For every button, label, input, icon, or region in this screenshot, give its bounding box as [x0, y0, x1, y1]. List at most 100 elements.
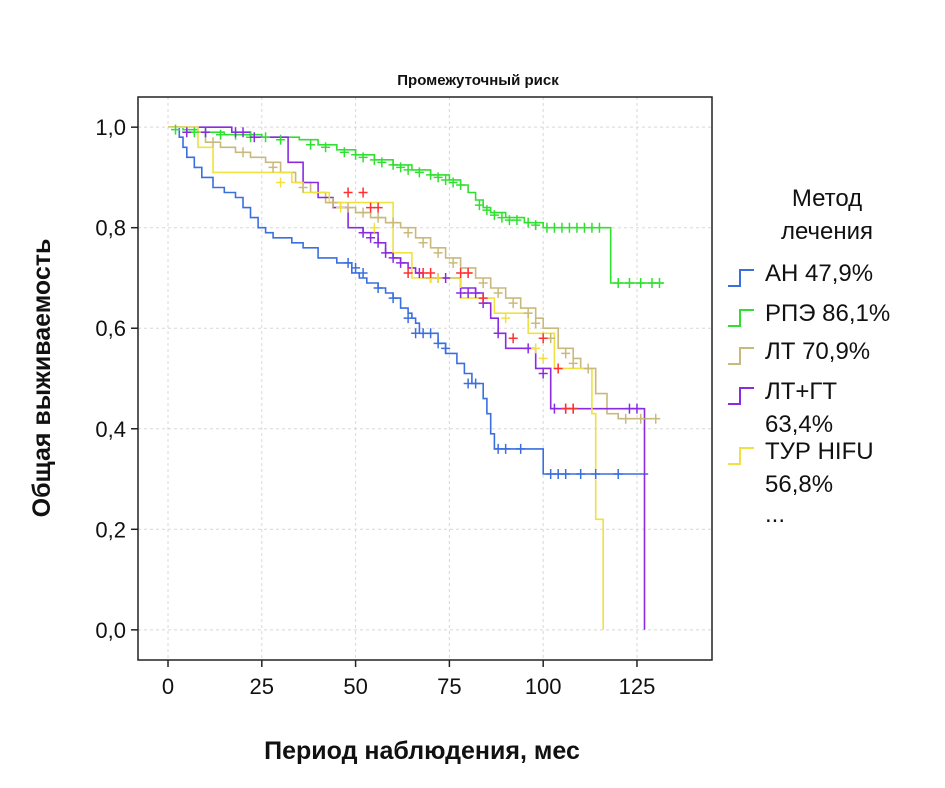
censor-mark [621, 413, 631, 424]
legend-more: ... [765, 501, 785, 528]
censor-mark [501, 313, 511, 324]
censor-mark-highlight [418, 267, 428, 278]
censor-mark-highlight [508, 333, 518, 344]
censor-mark-highlight [538, 333, 548, 344]
censor-mark [171, 124, 181, 135]
censor-mark [414, 167, 424, 178]
censor-mark [388, 159, 398, 170]
censor-mark [531, 318, 541, 329]
censor-mark [493, 328, 503, 339]
censor-mark [549, 403, 559, 414]
series-line [168, 126, 660, 420]
censor-mark-highlight [343, 187, 353, 198]
censor-mark [538, 353, 548, 364]
censor-mark [388, 252, 398, 263]
censor-mark [358, 227, 368, 238]
censor-marks [171, 124, 664, 480]
legend-swatch [728, 347, 754, 365]
censor-mark [373, 237, 383, 248]
y-tick-label: 0,8 [95, 216, 126, 241]
censor-mark [238, 127, 248, 138]
censor-mark [564, 222, 574, 233]
legend-title-line: лечения [781, 218, 873, 245]
censor-mark [482, 205, 492, 216]
censor-mark-highlight [561, 403, 571, 414]
censor-mark [403, 313, 413, 324]
y-tick-label: 1,0 [95, 115, 126, 140]
censor-mark [268, 162, 278, 173]
censor-mark-highlight [426, 267, 436, 278]
censor-mark [433, 338, 443, 349]
censor-mark [583, 363, 593, 374]
censor-mark [542, 222, 552, 233]
censor-mark [249, 132, 259, 143]
censor-mark [456, 288, 466, 299]
legend-label: 56,8% [765, 471, 833, 498]
censor-mark [216, 129, 226, 140]
censor-mark [336, 202, 346, 213]
censor-mark-highlight [358, 187, 368, 198]
censor-mark [441, 174, 451, 185]
censor-mark [632, 403, 642, 414]
legend-label: ЛТ+ГТ [765, 378, 837, 405]
x-tick-label: 125 [619, 674, 656, 699]
legend-label: РПЭ 86,1% [765, 300, 890, 327]
censor-mark [306, 139, 316, 150]
y-axis-label: Общая выживаемость [28, 239, 56, 518]
censor-mark [568, 358, 578, 369]
censor-mark [613, 277, 623, 288]
censor-mark-highlight [568, 403, 578, 414]
censor-mark [369, 154, 379, 165]
legend-swatch [728, 269, 754, 287]
x-tick-label: 0 [162, 674, 174, 699]
censor-mark [546, 333, 556, 344]
censor-mark [448, 177, 458, 188]
censor-mark [358, 152, 368, 163]
censor-mark [403, 227, 413, 238]
series-line [168, 126, 649, 475]
series-line [168, 126, 646, 630]
censor-mark [358, 207, 368, 218]
censor-mark [388, 217, 398, 228]
censor-mark [546, 469, 556, 480]
x-tick-label: 75 [437, 674, 461, 699]
censor-mark-highlight [463, 267, 473, 278]
censor-mark [238, 147, 248, 158]
censor-mark [441, 343, 451, 354]
legend-title-line: Метод [792, 185, 862, 212]
censor-mark [531, 343, 541, 354]
censor-mark [261, 132, 271, 143]
censor-mark [557, 222, 567, 233]
censor-mark [591, 469, 601, 480]
legend-label: ТУР HIFU [765, 438, 874, 465]
censor-mark [471, 288, 481, 299]
censor-mark [489, 210, 499, 221]
censor-mark [351, 149, 361, 160]
plot-frame [137, 96, 713, 661]
censor-mark [549, 222, 559, 233]
censor-mark [531, 220, 541, 231]
censor-mark [441, 272, 451, 283]
censor-mark [512, 215, 522, 226]
censor-mark [561, 469, 571, 480]
legend-label: АН 47,9% [765, 260, 873, 287]
chart-title: Промежуточный риск [397, 72, 559, 89]
censor-mark [343, 257, 353, 268]
censor-mark [328, 197, 338, 208]
censor-mark [208, 137, 218, 148]
censor-mark [478, 277, 488, 288]
censor-mark [463, 378, 473, 389]
censor-mark [471, 378, 481, 389]
censor-mark [501, 443, 511, 454]
censor-mark [523, 343, 533, 354]
x-tick-label: 50 [343, 674, 367, 699]
legend: Метод лечения АН 47,9% РПЭ 86,1% ЛТ 70,9% ЛТ+… [728, 185, 890, 528]
censor-mark [579, 222, 589, 233]
censor-mark-highlight [366, 202, 376, 213]
legend-swatch [728, 447, 754, 465]
censor-mark [576, 469, 586, 480]
censor-mark [508, 298, 518, 309]
censor-mark [351, 262, 361, 273]
legend-label: ЛТ 70,9% [765, 338, 870, 365]
censor-mark [201, 127, 211, 138]
